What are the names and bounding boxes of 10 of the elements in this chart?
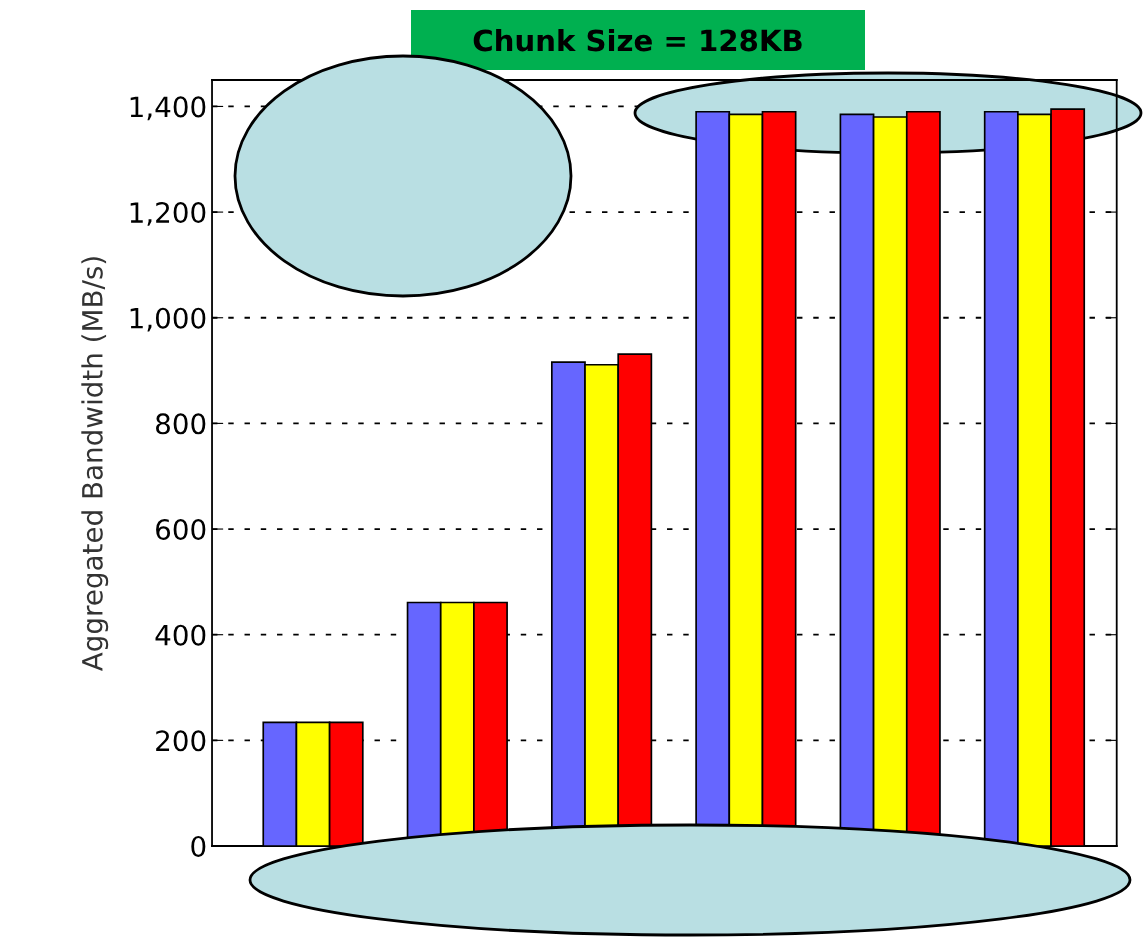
y-tick-label: 1,000 [130, 307, 206, 332]
y-axis-title: Aggregated Bandwidth (MB/s) [81, 257, 109, 672]
y-tick-label: 400 [155, 624, 206, 646]
y-tick-label: 1,200 [130, 202, 206, 226]
chart-title: Chunk Size = 128KB [473, 28, 802, 52]
y-tick-label: 1,400 [130, 96, 206, 121]
y-tick-label: 800 [156, 413, 206, 435]
y-tick-label: 0 [191, 835, 206, 857]
y-tick-label: 600 [156, 518, 206, 540]
y-tick-label: 200 [156, 730, 206, 752]
